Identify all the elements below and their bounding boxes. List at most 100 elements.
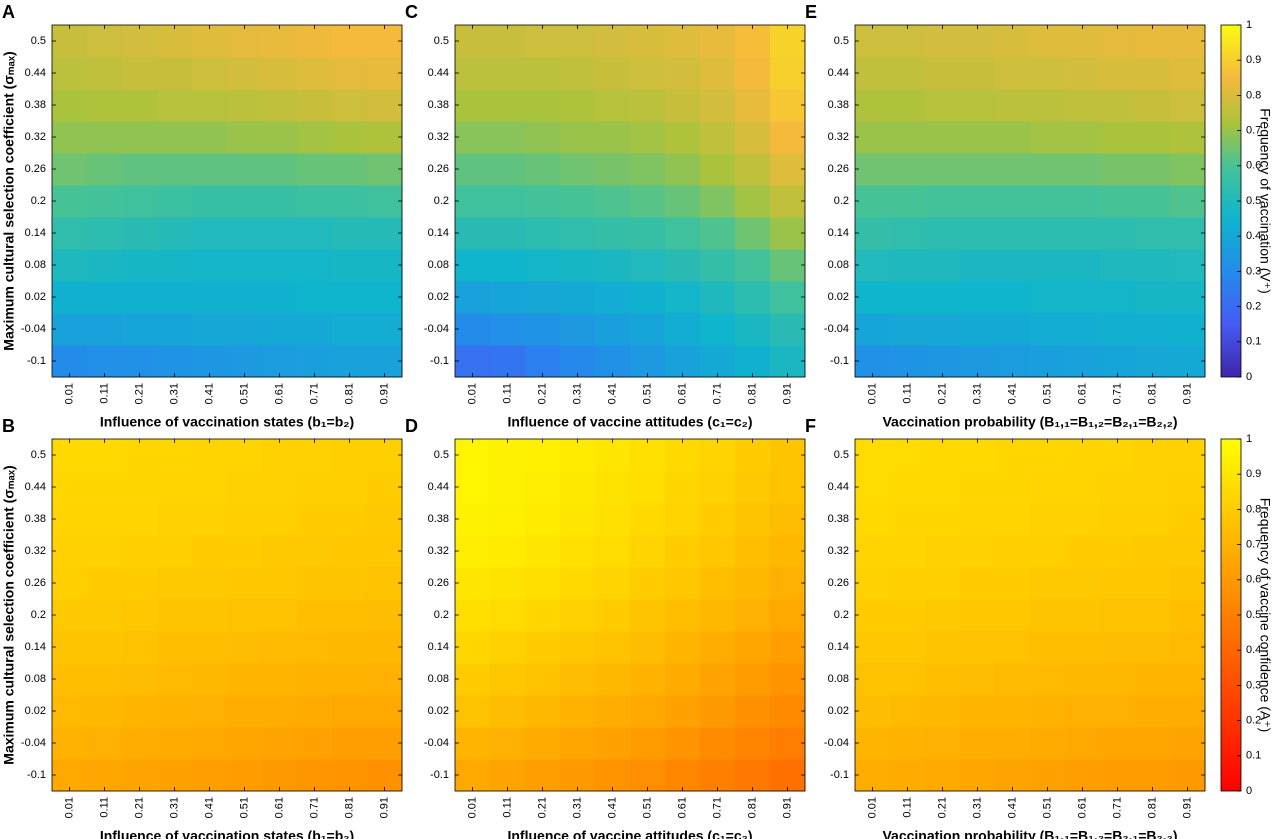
- heatmap-cell: [262, 89, 298, 122]
- heatmap-cell: [560, 503, 596, 536]
- heatmap-cell: [925, 281, 961, 314]
- heatmap-cell: [700, 57, 736, 90]
- heatmap-cell: [1170, 217, 1206, 250]
- heatmap-cell: [1030, 439, 1066, 472]
- heatmap-cell: [855, 153, 891, 186]
- colorbar-label: Frequency of vaccine confidence (A⁺): [1257, 498, 1273, 733]
- heatmap-cell: [735, 217, 771, 250]
- heatmap-cell: [735, 631, 771, 664]
- heatmap-cell: [455, 313, 491, 346]
- heatmap-cell: [1065, 727, 1101, 760]
- heatmap-cell: [700, 121, 736, 154]
- heatmap-cell: [890, 471, 926, 504]
- heatmap-cell: [122, 631, 158, 664]
- heatmap-cell: [332, 727, 368, 760]
- heatmap-cell: [157, 631, 193, 664]
- heatmap-cell: [227, 759, 263, 792]
- heatmap-cell: [1030, 471, 1066, 504]
- heatmap-cell: [855, 249, 891, 282]
- heatmap-cell: [1135, 249, 1171, 282]
- heatmap-cell: [560, 89, 596, 122]
- heatmap-cell: [890, 345, 926, 378]
- heatmap-cell: [297, 185, 333, 218]
- heatmap-cell: [1030, 599, 1066, 632]
- heatmap-cell: [227, 57, 263, 90]
- heatmap-cell: [995, 535, 1031, 568]
- heatmap-cell: [770, 185, 806, 218]
- heatmap-cell: [855, 57, 891, 90]
- heatmap-cell: [490, 281, 526, 314]
- heatmap-cell: [455, 121, 491, 154]
- heatmap-cell: [890, 185, 926, 218]
- x-tick-label: 0.41: [203, 383, 215, 404]
- heatmap-cell: [1030, 503, 1066, 536]
- colorbar-tick-label: 0.1: [1246, 336, 1261, 348]
- heatmap-cell: [700, 663, 736, 696]
- heatmap-cell: [455, 727, 491, 760]
- colorbar-tick-label: 0: [1246, 371, 1252, 383]
- x-tick-label: 0.91: [781, 383, 793, 404]
- x-tick-label: 0.91: [378, 383, 390, 404]
- heatmap-cell: [297, 663, 333, 696]
- heatmap-cell: [630, 631, 666, 664]
- heatmap-cell: [665, 185, 701, 218]
- y-axis-label: Maximum cultural selection coefficient (…: [1, 51, 17, 350]
- heatmap-cell: [1030, 345, 1066, 378]
- heatmap-cell: [227, 185, 263, 218]
- heatmap-cell: [995, 503, 1031, 536]
- heatmap-cell: [1100, 89, 1136, 122]
- heatmap-cell: [332, 471, 368, 504]
- heatmap-cell: [1030, 249, 1066, 282]
- heatmap-cell: [490, 89, 526, 122]
- y-tick-label: 0.38: [25, 513, 46, 525]
- heatmap-cell: [890, 567, 926, 600]
- heatmap-cell: [960, 57, 996, 90]
- heatmap-cell: [855, 759, 891, 792]
- heatmap-cell: [995, 663, 1031, 696]
- heatmap-cell: [87, 249, 123, 282]
- heatmap-cell: [1100, 217, 1136, 250]
- heatmap-cell: [1170, 535, 1206, 568]
- heatmap-cell: [1065, 281, 1101, 314]
- y-tick-label: 0.5: [31, 35, 46, 47]
- heatmap-cell: [1100, 631, 1136, 664]
- x-tick-label: 0.21: [536, 383, 548, 404]
- heatmap-cell: [995, 281, 1031, 314]
- x-tick-label: 0.31: [971, 383, 983, 404]
- heatmap-cell: [262, 439, 298, 472]
- heatmap-cell: [1170, 471, 1206, 504]
- heatmap-cell: [455, 89, 491, 122]
- heatmap-cell: [855, 503, 891, 536]
- heatmap-cell: [192, 345, 228, 378]
- heatmap-cell: [1135, 535, 1171, 568]
- heatmap-cell: [157, 759, 193, 792]
- y-tick-label: 0.08: [428, 673, 449, 685]
- heatmap-cell: [332, 217, 368, 250]
- heatmap-cell: [192, 727, 228, 760]
- colorbar-tick-label: 0.1: [1246, 750, 1261, 762]
- heatmap-cell: [1100, 25, 1136, 58]
- heatmap-cell: [490, 57, 526, 90]
- y-tick-label: 0.44: [428, 67, 449, 79]
- heatmap-cell: [297, 249, 333, 282]
- heatmap-cell: [192, 185, 228, 218]
- heatmap-cell: [1030, 281, 1066, 314]
- heatmap-cell: [770, 57, 806, 90]
- heatmap-cell: [890, 631, 926, 664]
- heatmap-cell: [890, 25, 926, 58]
- heatmap-cell: [367, 185, 403, 218]
- heatmap-cell: [890, 121, 926, 154]
- heatmap-cell: [560, 439, 596, 472]
- y-tick-label: 0.2: [434, 195, 449, 207]
- heatmap-cell: [700, 25, 736, 58]
- heatmap-cell: [700, 471, 736, 504]
- heatmap-cell: [52, 439, 88, 472]
- heatmap-cell: [52, 25, 88, 58]
- heatmap-cell: [192, 759, 228, 792]
- heatmap-cell: [455, 25, 491, 58]
- heatmap-cell: [925, 185, 961, 218]
- heatmap-cell: [665, 631, 701, 664]
- heatmap-cell: [297, 759, 333, 792]
- heatmap-cell: [1100, 57, 1136, 90]
- heatmap-cell: [925, 727, 961, 760]
